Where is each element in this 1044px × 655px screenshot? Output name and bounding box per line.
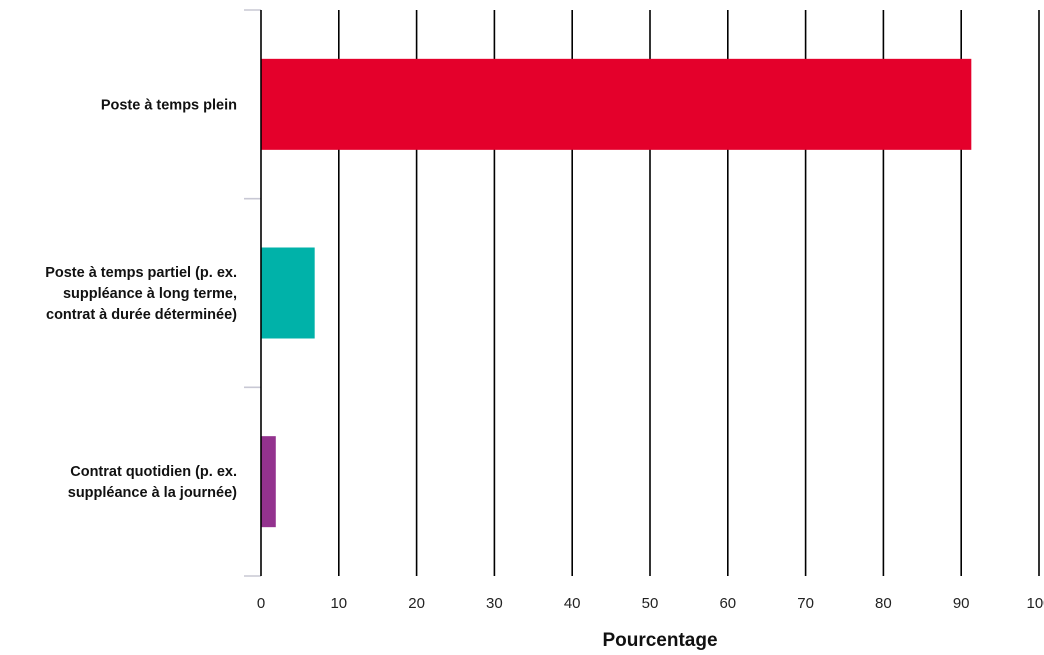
x-tick-label: 50: [642, 595, 659, 612]
x-tick-label: 10: [330, 595, 347, 612]
x-tick-label: 100: [1026, 595, 1044, 612]
category-label: contrat à durée déterminée): [46, 307, 237, 323]
x-tick-label: 60: [719, 595, 736, 612]
category-label: Contrat quotidien (p. ex.: [70, 464, 237, 480]
x-axis-title: Pourcentage: [602, 630, 717, 651]
x-tick-label: 30: [486, 595, 503, 612]
bar: [261, 436, 276, 528]
x-tick-label: 90: [953, 595, 970, 612]
category-label: suppléance à long terme,: [63, 286, 237, 302]
category-label: suppléance à la journée): [68, 485, 237, 501]
x-tick-label: 70: [797, 595, 814, 612]
bar: [261, 58, 972, 150]
category-label: Poste à temps plein: [101, 97, 237, 113]
x-tick-label: 80: [875, 595, 892, 612]
category-label: Poste à temps partiel (p. ex.: [45, 265, 237, 281]
x-tick-label: 40: [564, 595, 581, 612]
bar: [261, 247, 315, 339]
x-tick-label: 20: [408, 595, 425, 612]
x-tick-label: 0: [257, 595, 265, 612]
